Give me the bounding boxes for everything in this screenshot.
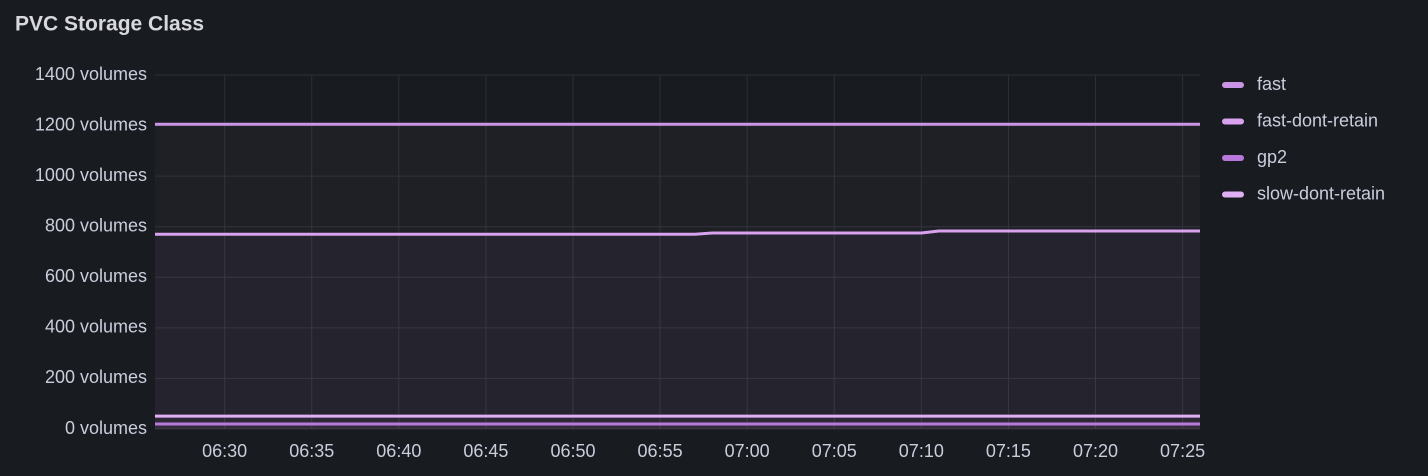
y-tick-label: 1400 volumes — [35, 64, 147, 84]
series-line — [155, 229, 1200, 236]
series-area — [155, 231, 1200, 429]
x-tick-label: 07:05 — [812, 441, 857, 461]
y-tick-label: 0 volumes — [65, 418, 147, 438]
y-tick-label: 1200 volumes — [35, 114, 147, 134]
legend-swatch — [1222, 118, 1244, 125]
legend-label: gp2 — [1257, 147, 1287, 167]
series-area — [155, 124, 1200, 430]
x-tick-label: 07:15 — [986, 441, 1031, 461]
legend-label: fast-dont-retain — [1257, 110, 1378, 130]
x-tick-label: 06:45 — [463, 441, 508, 461]
y-tick-label: 200 volumes — [45, 367, 147, 387]
y-tick-label: 800 volumes — [45, 215, 147, 235]
x-tick-label: 06:30 — [202, 441, 247, 461]
x-tick-label: 07:10 — [899, 441, 944, 461]
legend-swatch — [1222, 191, 1244, 198]
y-tick-label: 400 volumes — [45, 317, 147, 337]
x-tick-label: 06:35 — [289, 441, 334, 461]
x-tick-label: 07:20 — [1073, 441, 1118, 461]
legend-label: fast — [1257, 74, 1286, 94]
legend-swatch — [1222, 155, 1244, 161]
series-area — [155, 416, 1200, 429]
x-tick-label: 07:25 — [1160, 441, 1205, 461]
panel-title: PVC Storage Class — [15, 13, 204, 36]
x-tick-label: 06:40 — [376, 441, 421, 461]
x-tick-label: 06:50 — [550, 441, 595, 461]
legend-label: slow-dont-retain — [1257, 183, 1385, 203]
x-tick-label: 07:00 — [725, 441, 770, 461]
y-tick-label: 600 volumes — [45, 266, 147, 286]
y-tick-label: 1000 volumes — [35, 165, 147, 185]
legend-swatch — [1222, 82, 1244, 88]
x-tick-label: 06:55 — [638, 441, 683, 461]
